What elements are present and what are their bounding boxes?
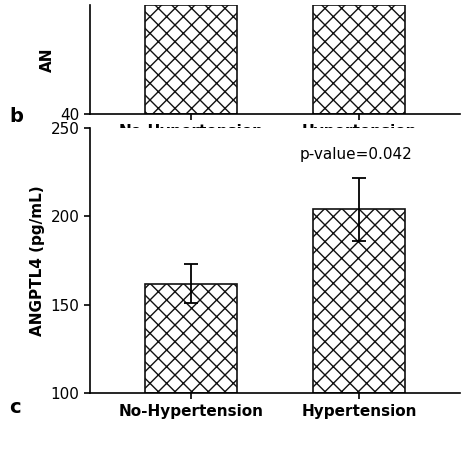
Bar	[313, 5, 405, 114]
Bar	[313, 210, 405, 393]
Bar	[145, 284, 237, 393]
Y-axis label: AN: AN	[40, 47, 55, 72]
Text: c: c	[9, 398, 21, 417]
Y-axis label: ANGPTL4 (pg/mL): ANGPTL4 (pg/mL)	[30, 185, 45, 336]
Text: b: b	[9, 107, 23, 126]
Text: p-value=0.042: p-value=0.042	[300, 146, 413, 162]
Bar	[145, 5, 237, 114]
